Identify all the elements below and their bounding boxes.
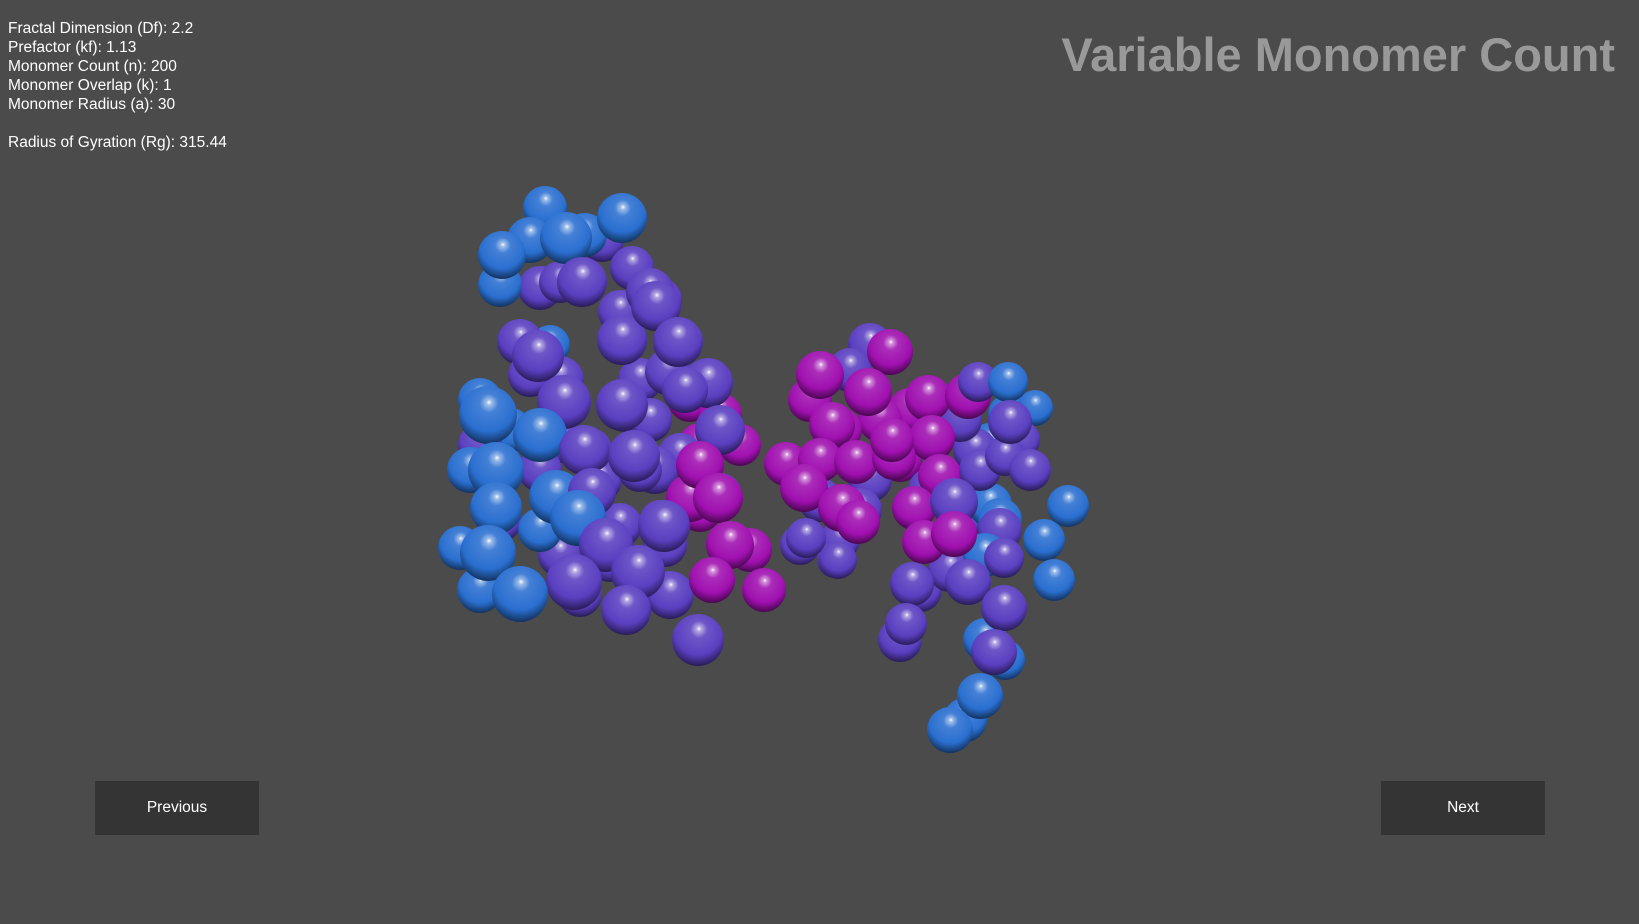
monomer-sphere: [672, 614, 724, 666]
spacer: [8, 114, 227, 133]
monomer-sphere: [892, 486, 936, 530]
monomer-sphere: [984, 538, 1024, 578]
monomer-sphere: [1009, 449, 1051, 491]
monomer-sphere: [540, 212, 592, 264]
monomer-sphere: [867, 329, 913, 375]
monomer-sphere: [459, 386, 517, 444]
monomer-sphere: [988, 400, 1032, 444]
monomer-sphere: [945, 559, 991, 605]
monomer-sphere: [809, 402, 855, 448]
next-button[interactable]: Next: [1381, 781, 1545, 835]
monomer-sphere: [631, 281, 681, 331]
fractal-dimension-label: Fractal Dimension (Df): 2.2: [8, 20, 194, 37]
page-title: Variable Monomer Count: [1061, 28, 1615, 81]
monomer-sphere: [693, 473, 743, 523]
monomer-sphere: [909, 415, 955, 461]
monomer-sphere: [1047, 485, 1089, 527]
radius-of-gyration-label: Radius of Gyration (Rg): 315.44: [8, 134, 227, 151]
monomer-sphere: [492, 566, 548, 622]
parameter-panel: Fractal Dimension (Df): 2.2 Prefactor (k…: [8, 19, 227, 152]
monomer-sphere: [559, 425, 609, 475]
monomer-sphere: [836, 500, 880, 544]
monomer-radius-label: Monomer Radius (a): 30: [8, 96, 176, 113]
monomer-sphere: [870, 418, 914, 462]
monomer-overlap-label: Monomer Overlap (k): 1: [8, 77, 172, 94]
monomer-sphere: [930, 478, 978, 526]
monomer-sphere: [597, 193, 647, 243]
monomer-sphere: [689, 557, 735, 603]
monomer-sphere: [890, 562, 934, 606]
monomer-sphere: [596, 379, 648, 431]
monomer-sphere: [957, 673, 1003, 719]
monomer-sphere: [786, 518, 826, 558]
monomer-sphere: [546, 554, 602, 610]
monomer-sphere: [958, 362, 998, 402]
monomer-count-label: Monomer Count (n): 200: [8, 58, 177, 75]
monomer-sphere: [971, 629, 1017, 675]
monomer-sphere: [1023, 519, 1065, 561]
monomer-sphere: [931, 511, 977, 557]
monomer-aggregate: [438, 186, 1089, 753]
previous-button[interactable]: Previous: [95, 781, 259, 835]
monomer-sphere: [706, 521, 754, 569]
monomer-sphere: [460, 525, 516, 581]
monomer-sphere: [1033, 559, 1075, 601]
monomer-sphere: [844, 368, 892, 416]
monomer-sphere: [468, 442, 524, 498]
monomer-sphere: [662, 367, 708, 413]
monomer-sphere: [988, 362, 1028, 402]
monomer-sphere: [601, 585, 651, 635]
monomer-sphere: [780, 464, 828, 512]
monomer-sphere: [819, 541, 857, 579]
monomer-sphere: [470, 482, 522, 534]
monomer-sphere: [557, 257, 607, 307]
monomer-sphere: [653, 317, 703, 367]
monomer-sphere: [834, 440, 878, 484]
monomer-sphere: [512, 330, 564, 382]
monomer-sphere: [513, 408, 567, 462]
prefactor-label: Prefactor (kf): 1.13: [8, 39, 137, 56]
monomer-sphere: [742, 568, 786, 612]
monomer-sphere: [905, 375, 951, 421]
monomer-sphere: [597, 315, 647, 365]
monomer-sphere: [796, 351, 844, 399]
monomer-sphere: [608, 430, 660, 482]
monomer-sphere: [981, 585, 1027, 631]
monomer-sphere: [885, 603, 927, 645]
monomer-sphere: [478, 231, 526, 279]
monomer-sphere: [638, 500, 690, 552]
monomer-sphere: [927, 707, 973, 753]
